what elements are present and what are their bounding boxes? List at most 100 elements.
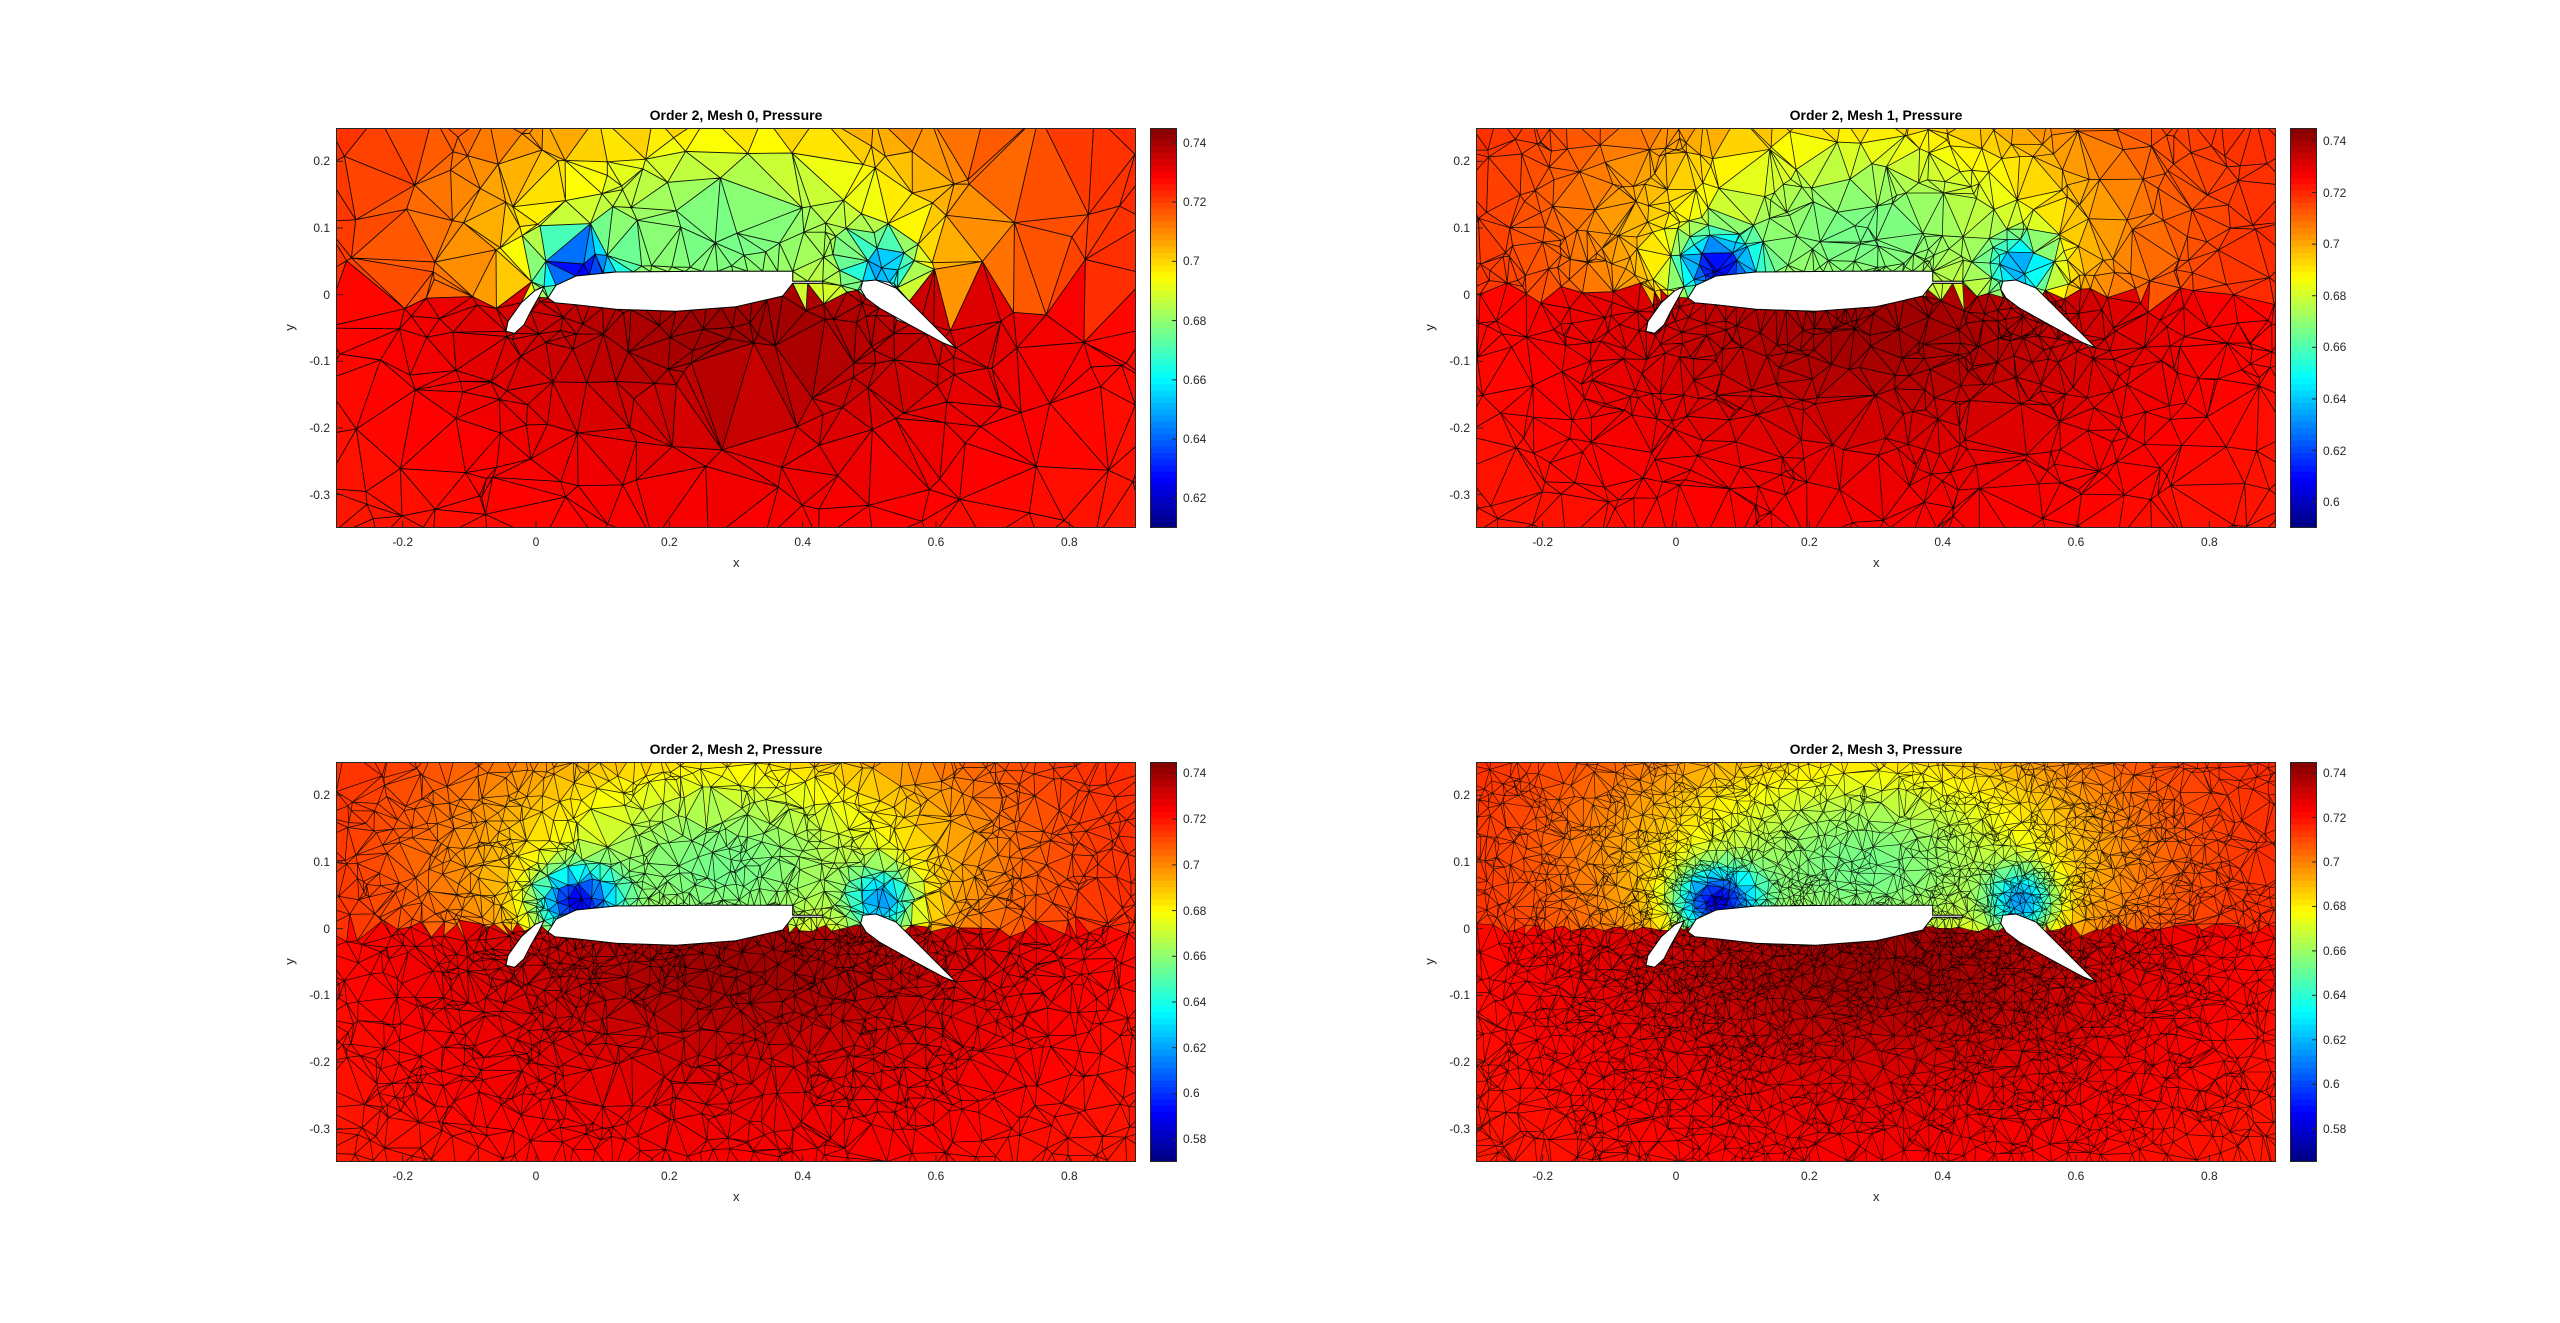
slat-airfoil xyxy=(505,919,546,968)
colorbar-band xyxy=(2290,384,2317,392)
colorbar-band xyxy=(1150,159,1177,167)
colorbar-band xyxy=(1150,209,1177,217)
colorbar-band xyxy=(1150,824,1177,832)
colorbar-band xyxy=(2290,780,2317,788)
colorbar-band xyxy=(2290,1155,2317,1162)
colorbar-band xyxy=(2290,428,2317,435)
colorbar-band xyxy=(2290,793,2317,801)
colorbar-band xyxy=(1150,359,1177,367)
colorbar-band xyxy=(1150,799,1177,807)
colorbar-band xyxy=(2290,359,2317,367)
colorbar-band xyxy=(2290,284,2317,292)
colorbar-band xyxy=(2290,259,2317,267)
slat-airfoil xyxy=(1645,285,1686,334)
colorbar-band xyxy=(1150,1024,1177,1032)
colorbar-band xyxy=(1150,1099,1177,1107)
colorbar-band xyxy=(1150,315,1177,323)
colorbar-tick-label: 0.62 xyxy=(2323,443,2347,458)
colorbar-band xyxy=(2290,521,2317,528)
colorbar-band xyxy=(1150,515,1177,523)
colorbar-tick-label: 0.72 xyxy=(1183,195,1207,210)
colorbar-band xyxy=(2290,924,2317,932)
x-tick-label: 0.8 xyxy=(1060,1169,1078,1183)
colorbar-band xyxy=(2290,1012,2317,1019)
colorbar-tick-label: 0.66 xyxy=(2323,340,2347,355)
colorbar-band xyxy=(1150,1087,1177,1094)
colorbar xyxy=(2290,128,2317,528)
colorbar-band xyxy=(2290,1055,2317,1063)
slat-airfoil xyxy=(505,285,546,334)
colorbar-band xyxy=(2290,434,2317,442)
colorbar-band xyxy=(1150,843,1177,851)
plot-title: Order 2, Mesh 2, Pressure xyxy=(649,741,823,757)
y-tick-label: -0.2 xyxy=(309,1055,330,1069)
colorbar-band xyxy=(2290,328,2317,335)
colorbar-band xyxy=(1150,918,1177,926)
colorbar-tick-label: 0.64 xyxy=(1183,432,1207,447)
colorbar-band xyxy=(2290,1099,2317,1107)
colorbar-band xyxy=(2290,128,2317,135)
colorbar-band xyxy=(2290,968,2317,976)
plot-title: Order 2, Mesh 0, Pressure xyxy=(649,107,823,123)
colorbar-band xyxy=(2290,390,2317,398)
colorbar-tick-label: 0.74 xyxy=(2323,133,2347,148)
colorbar-band xyxy=(1150,378,1177,385)
colorbar-band xyxy=(1150,171,1177,179)
colorbar-band xyxy=(1150,365,1177,373)
colorbar-band xyxy=(1150,184,1177,192)
colorbar-band xyxy=(1150,190,1177,198)
flap-airfoil xyxy=(860,913,957,983)
colorbar-tick-label: 0.68 xyxy=(1183,903,1207,918)
colorbar-band xyxy=(2290,371,2317,379)
colorbar-band xyxy=(1150,1130,1177,1138)
colorbar-band xyxy=(1150,1074,1177,1082)
colorbar-band xyxy=(2290,240,2317,248)
colorbar-band xyxy=(1150,1055,1177,1063)
colorbar-band xyxy=(2290,309,2317,317)
colorbar-band xyxy=(1150,303,1177,310)
colorbar-band xyxy=(1150,774,1177,782)
colorbar-band xyxy=(2290,1124,2317,1132)
colorbar-band xyxy=(1150,353,1177,360)
main-element-airfoil xyxy=(1687,270,1964,312)
colorbar-band xyxy=(1150,1037,1177,1044)
colorbar-band xyxy=(2290,1137,2317,1144)
colorbar-band xyxy=(2290,178,2317,185)
x-axis-label: x xyxy=(733,555,740,570)
colorbar-band xyxy=(1150,974,1177,982)
colorbar-band xyxy=(2290,1062,2317,1069)
colorbar-tick-label: 0.62 xyxy=(2323,1032,2347,1047)
x-tick-label: 0 xyxy=(1672,535,1680,549)
colorbar-band xyxy=(2290,830,2317,838)
colorbar-tick-label: 0.7 xyxy=(1183,857,1200,872)
colorbar-band xyxy=(2290,843,2317,851)
colorbar-band xyxy=(1150,887,1177,894)
colorbar-band xyxy=(1150,1124,1177,1132)
colorbar-band xyxy=(2290,403,2317,410)
colorbar-band xyxy=(1150,987,1177,994)
mesh-edges xyxy=(336,762,1136,1162)
colorbar-band xyxy=(1150,893,1177,901)
colorbar-tick-label: 0.58 xyxy=(1183,1132,1207,1147)
colorbar-band xyxy=(1150,912,1177,919)
colorbar-band xyxy=(2290,253,2317,260)
colorbar-band xyxy=(2290,837,2317,844)
colorbar-band xyxy=(2290,334,2317,342)
colorbar-band xyxy=(1150,1149,1177,1157)
colorbar-tick-label: 0.58 xyxy=(2323,1121,2347,1136)
y-tick-label: -0.1 xyxy=(1449,988,1470,1003)
x-tick-label: 0.6 xyxy=(927,1169,945,1183)
colorbar-band xyxy=(2290,203,2317,210)
y-tick-label: 0.2 xyxy=(1453,154,1470,169)
colorbar-band xyxy=(2290,1024,2317,1032)
x-tick-label: -0.2 xyxy=(1532,535,1553,549)
colorbar-band xyxy=(1150,346,1177,354)
y-tick-label: 0 xyxy=(1463,287,1470,302)
colorbar-tick-label: 0.72 xyxy=(2323,185,2347,200)
x-tick-label: 0.2 xyxy=(1800,1169,1818,1183)
colorbar-band xyxy=(1150,296,1177,304)
colorbar-band xyxy=(2290,943,2317,951)
colorbar-band xyxy=(2290,440,2317,448)
axes-frame xyxy=(336,128,1136,528)
colorbar-band xyxy=(1150,203,1177,210)
